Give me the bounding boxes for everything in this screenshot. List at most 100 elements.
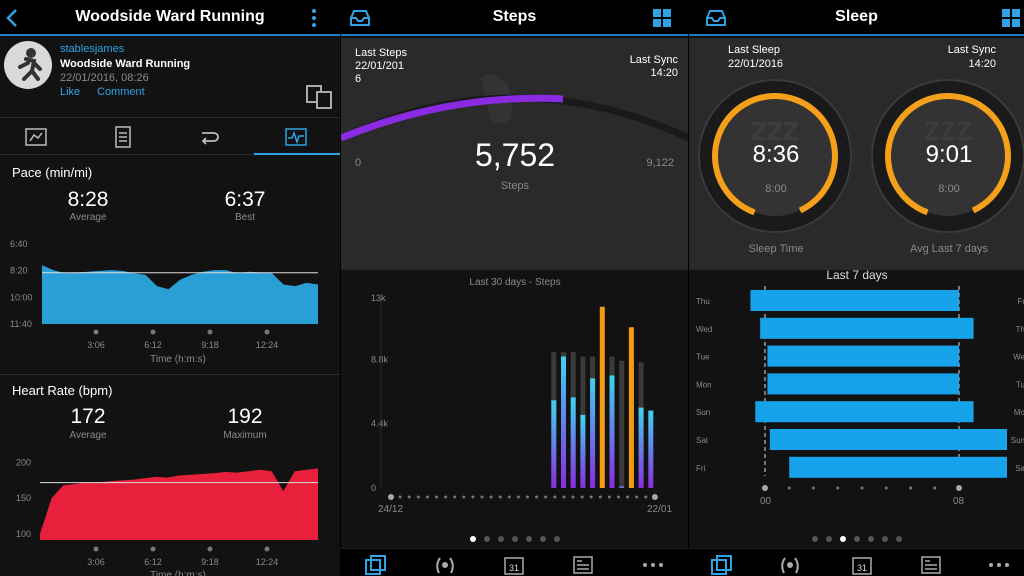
steps-bar: [561, 356, 566, 488]
pace-area: [42, 265, 318, 324]
inbox-icon[interactable]: [705, 9, 727, 27]
pace-average-value: 8:28: [67, 188, 109, 211]
sleep-panel: Sleep Last Sleep 22/01/2016 Last Sync 14…: [688, 0, 1024, 576]
steps-bar: [638, 407, 644, 488]
tab-details-icon[interactable]: [115, 126, 131, 148]
tab-charts-icon[interactable]: [285, 128, 307, 146]
last-steps-date-wrap: 6: [355, 73, 362, 85]
sleep-x-dot: [812, 486, 815, 490]
avatar[interactable]: [4, 41, 52, 89]
pace-x-tick: 12:24: [256, 340, 279, 350]
pace-x-tick-dot: [150, 329, 156, 335]
steps-x-dot: [580, 495, 584, 499]
steps-x-dot: [398, 495, 402, 499]
grid-icon[interactable]: [1001, 8, 1021, 28]
steps-x-dot: [562, 495, 566, 499]
steps-bar: [551, 400, 557, 488]
hr-x-tick: 3:06: [87, 557, 105, 567]
sleep-day-label: Thu: [696, 297, 710, 306]
steps-y-tick: 13k: [371, 293, 386, 303]
sleep-bar: [760, 317, 974, 339]
steps-x-dot: [435, 495, 438, 499]
dashboard-icon[interactable]: [711, 555, 733, 575]
hr-x-tick: 9:18: [201, 557, 219, 567]
more-horizontal-icon[interactable]: [641, 555, 665, 575]
steps-x-dot: [598, 495, 602, 499]
activity-tabs: [0, 117, 340, 155]
sleep-day-label-right: Tu: [1016, 380, 1024, 389]
sleep-x-start: 00: [760, 496, 772, 507]
sleep-chart-title: Last 7 days: [826, 268, 888, 282]
sleep-day-label: Fri: [696, 464, 706, 473]
hr-x-axis-label: Time (h:m:s): [150, 570, 206, 576]
pace-title: Pace (min/mi): [12, 165, 93, 180]
steps-bar: [590, 378, 596, 488]
comment-link[interactable]: Comment: [97, 86, 145, 98]
hr-average-value: 172: [70, 405, 106, 428]
avg-sleep-goal: 8:00: [938, 183, 960, 195]
hr-title: Heart Rate (bpm): [12, 383, 113, 398]
hr-max-label: Maximum: [223, 430, 267, 441]
grid-icon[interactable]: [652, 8, 672, 28]
pace-average-label: Average: [69, 212, 107, 223]
sleep-day-label: Wed: [696, 325, 712, 334]
sleep-bar: [767, 345, 959, 367]
steps-min-label: 0: [355, 157, 362, 169]
challenges-icon[interactable]: [779, 555, 801, 575]
steps-x-dot: [544, 495, 548, 499]
last-sleep-label: Last Sleep: [728, 44, 780, 56]
compare-icon[interactable]: [305, 84, 335, 110]
steps-x-dot: [489, 495, 493, 499]
sleep-x-end: 08: [953, 496, 965, 507]
inbox-icon[interactable]: [349, 9, 371, 27]
back-icon[interactable]: [6, 9, 18, 27]
more-horizontal-icon[interactable]: [987, 555, 1011, 575]
steps-bar: [570, 397, 576, 488]
sleep-bar: [769, 429, 1007, 450]
steps-x-dot: [498, 495, 502, 499]
hr-chart: 200 150 100 3:06 6:12 9:18 12:24 Time (h:m:s): [16, 458, 318, 576]
steps-value: 5,752: [474, 137, 556, 173]
sleep-7-day-chart: Thu Fr Wed Th Tue We Mon Tu Sun Mo Sat Sun Fri Sa: [696, 286, 1024, 491]
sleep-page-indicator[interactable]: [689, 529, 1024, 547]
last-steps-date: 22/01/201: [355, 60, 404, 72]
like-link[interactable]: Like: [60, 86, 81, 98]
hr-average-label: Average: [69, 430, 107, 441]
activity-title-bar: Woodside Ward Running: [0, 0, 340, 36]
sleep-day-label: Mon: [696, 380, 712, 389]
zzz-icon: ZZZ: [751, 116, 799, 146]
news-feed-icon[interactable]: [921, 555, 941, 575]
steps-x-dot: [516, 495, 520, 499]
sleep-x-dot: [956, 485, 962, 491]
sleep-title: Sleep: [835, 8, 878, 25]
more-vertical-icon[interactable]: [311, 8, 317, 28]
steps-bar: [648, 410, 654, 488]
dashboard-icon[interactable]: [365, 555, 387, 575]
steps-x-dot: [526, 495, 529, 499]
runner-icon: [18, 48, 42, 81]
challenges-icon[interactable]: [434, 555, 456, 575]
tab-laps-icon[interactable]: [198, 129, 220, 145]
sleep-day-label: Sat: [696, 436, 709, 445]
steps-page-indicator[interactable]: [341, 529, 688, 547]
pace-y-tick: 8:20: [10, 266, 28, 276]
sleep-day-label-right: Th: [1016, 325, 1024, 334]
hr-x-tick-dot: [207, 546, 213, 552]
sleep-time-goal: 8:00: [765, 183, 787, 195]
activity-panel: Woodside Ward Running stablesjames Woods…: [0, 0, 340, 576]
steps-x-dot: [388, 494, 394, 500]
sleep-day-label-right: Fr: [1017, 297, 1024, 306]
tab-summary-icon[interactable]: [25, 128, 47, 146]
username-link[interactable]: stablesjames: [60, 43, 125, 55]
steps-x-dot: [626, 495, 630, 499]
avg-sleep-label: Avg Last 7 days: [909, 243, 989, 255]
news-feed-icon[interactable]: [573, 555, 593, 575]
hr-x-tick: 12:24: [256, 557, 279, 567]
activity-date: 22/01/2016, 08:26: [60, 72, 149, 84]
hr-y-tick: 200: [16, 458, 31, 468]
calendar-icon[interactable]: 31: [852, 555, 872, 575]
steps-progress-arc: [341, 74, 688, 142]
activity-name: Woodside Ward Running: [60, 58, 191, 70]
steps-x-dot: [635, 495, 639, 499]
calendar-icon[interactable]: 31: [504, 555, 524, 575]
